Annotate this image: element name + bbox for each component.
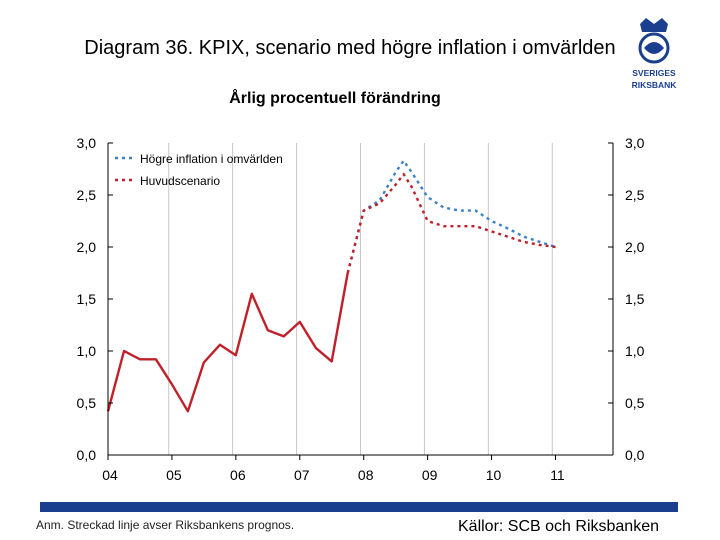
y-tick-label-right: 1,5 — [625, 291, 645, 307]
y-tick-label-right: 0,0 — [625, 447, 645, 463]
chart-title: Diagram 36. KPIX, scenario med högre inf… — [84, 37, 616, 59]
riksbank-logo: SVERIGES RIKSBANK — [626, 14, 682, 98]
y-tick-label-left: 2,5 — [77, 187, 97, 203]
x-tick-label: 04 — [102, 467, 118, 483]
legend-label: Högre inflation i omvärlden — [140, 152, 283, 166]
y-tick-label-left: 1,0 — [77, 343, 97, 359]
y-tick-label-left: 2,0 — [77, 239, 97, 255]
x-tick-label: 07 — [294, 467, 310, 483]
logo-line-2: RIKSBANK — [632, 80, 678, 90]
y-tick-label-right: 2,0 — [625, 239, 645, 255]
y-tick-label-right: 0,5 — [625, 395, 645, 411]
x-tick-label: 08 — [358, 467, 374, 483]
y-tick-label-left: 1,5 — [77, 291, 97, 307]
y-tick-label-left: 0,0 — [77, 447, 97, 463]
y-tick-label-right: 1,0 — [625, 343, 645, 359]
y-tick-label-left: 3,0 — [77, 135, 97, 151]
y-tick-label-right: 2,5 — [625, 187, 645, 203]
footer-bar — [40, 502, 678, 512]
footer-source: Källor: SCB och Riksbanken — [458, 518, 659, 535]
logo-line-1: SVERIGES — [632, 68, 676, 78]
chart: 0,0 0,0 0,5 0,5 1,0 1,0 1,5 1,5 2,0 2,0 2,5 2,5 3,0 3… — [77, 135, 645, 483]
x-tick-label: 10 — [486, 467, 502, 483]
series-line — [106, 272, 349, 413]
y-tick-label-left: 0,5 — [77, 395, 97, 411]
crown-icon — [640, 18, 668, 32]
footer-note: Anm. Streckad linje avser Riksbankens pr… — [36, 518, 295, 532]
y-tick-label-right: 3,0 — [625, 135, 645, 151]
x-tick-label: 11 — [550, 467, 565, 483]
series-line — [346, 172, 556, 274]
legend-label: Huvudscenario — [140, 174, 220, 188]
chart-subtitle: Årlig procentuell förändring — [229, 90, 441, 107]
series-line — [346, 159, 556, 274]
x-tick-label: 05 — [166, 467, 182, 483]
x-tick-label: 06 — [230, 467, 246, 483]
emblem-icon — [638, 32, 670, 64]
x-tick-label: 09 — [422, 467, 438, 483]
